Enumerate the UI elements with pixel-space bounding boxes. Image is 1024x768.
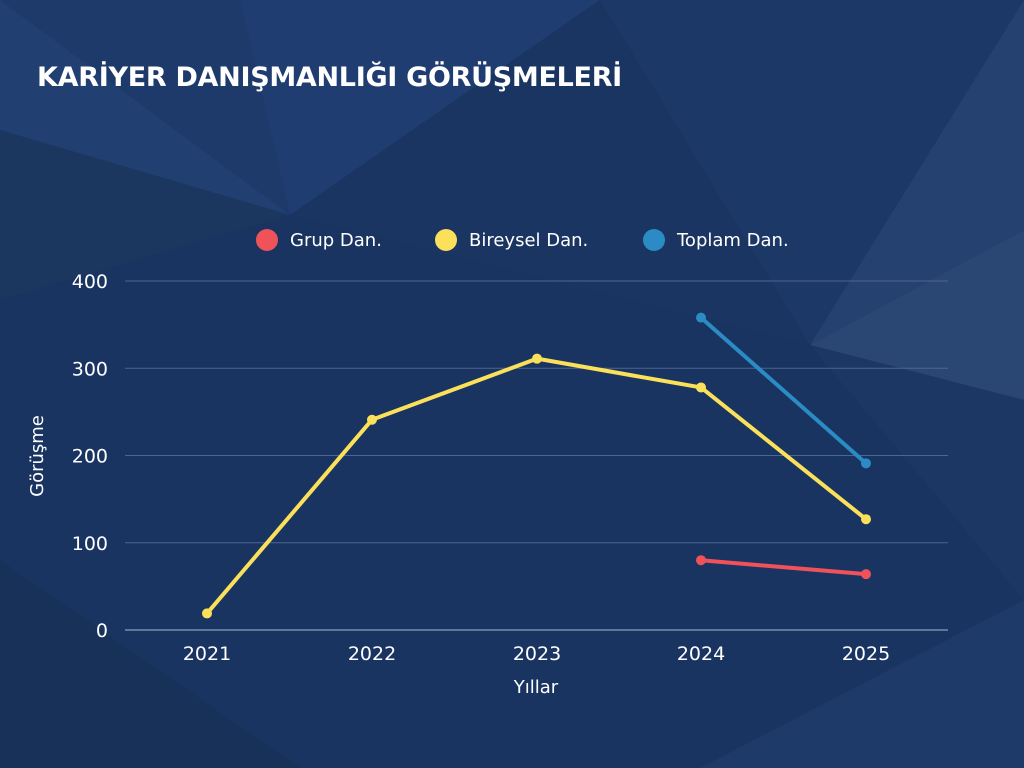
- data-point-grup-dan: [696, 555, 706, 566]
- legend-label-bireysel-dan: Bireysel Dan.: [469, 230, 588, 251]
- page-title: KARİYER DANIŞMANLIĞI GÖRÜŞMELERİ: [37, 62, 622, 93]
- series-line-grup-dan: [699, 558, 868, 577]
- legend-marker-grup-dan: [256, 229, 278, 251]
- y-tick-label: 200: [72, 446, 108, 468]
- legend-marker-toplam-dan: [643, 229, 665, 251]
- legend-label-grup-dan: Grup Dan.: [290, 230, 382, 251]
- data-point-grup-dan: [861, 569, 871, 580]
- data-point-bireysel-dan: [367, 414, 377, 425]
- data-point-bireysel-dan: [532, 353, 542, 364]
- series-line-bireysel-dan: [205, 356, 868, 616]
- x-tick-label: 2024: [677, 643, 725, 665]
- series-lines: [202, 312, 871, 619]
- legend-marker-bireysel-dan: [435, 229, 457, 251]
- data-point-bireysel-dan: [861, 514, 871, 525]
- y-axis-label: Görüşme: [27, 415, 48, 497]
- y-axis-ticks: 0 100 200 300 400: [72, 271, 108, 642]
- data-point-bireysel-dan: [202, 608, 212, 619]
- data-point-bireysel-dan: [696, 382, 706, 393]
- y-tick-label: 0: [96, 620, 108, 642]
- y-tick-label: 300: [72, 358, 108, 380]
- legend-label-toplam-dan: Toplam Dan.: [676, 230, 789, 251]
- x-axis-ticks: 2021 2022 2023 2024 2025: [183, 643, 890, 665]
- legend: Grup Dan. Bireysel Dan. Toplam Dan.: [256, 229, 789, 251]
- series-line-toplam-dan: [699, 315, 868, 466]
- x-tick-label: 2022: [348, 643, 396, 665]
- x-axis-label: Yıllar: [513, 677, 559, 698]
- x-tick-label: 2023: [513, 643, 561, 665]
- x-tick-label: 2025: [842, 643, 890, 665]
- grid-lines: [125, 280, 948, 631]
- data-point-toplam-dan: [861, 458, 871, 469]
- data-point-toplam-dan: [696, 312, 706, 323]
- x-tick-label: 2021: [183, 643, 231, 665]
- y-tick-label: 100: [72, 533, 108, 555]
- y-tick-label: 400: [72, 271, 108, 293]
